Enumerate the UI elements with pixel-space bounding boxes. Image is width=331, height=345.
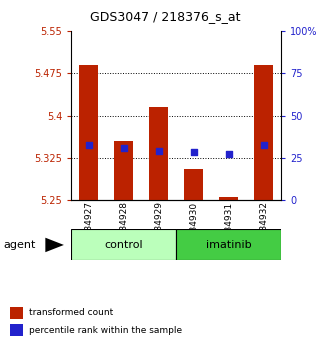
Point xyxy=(261,142,266,148)
Point xyxy=(86,142,91,148)
Bar xyxy=(10,324,23,336)
Point xyxy=(121,146,126,151)
Bar xyxy=(254,65,273,200)
Bar xyxy=(114,141,133,200)
Text: agent: agent xyxy=(3,240,36,250)
Bar xyxy=(184,169,204,200)
Bar xyxy=(79,65,98,200)
Text: imatinib: imatinib xyxy=(206,240,252,250)
Text: control: control xyxy=(104,240,143,250)
Point xyxy=(191,149,196,155)
Bar xyxy=(176,229,281,260)
Bar xyxy=(71,229,176,260)
Bar xyxy=(10,307,23,319)
Bar xyxy=(219,197,238,200)
Text: GDS3047 / 218376_s_at: GDS3047 / 218376_s_at xyxy=(90,10,241,23)
Point xyxy=(226,151,231,157)
Polygon shape xyxy=(45,238,64,252)
Bar xyxy=(149,107,168,200)
Text: transformed count: transformed count xyxy=(29,308,114,317)
Text: percentile rank within the sample: percentile rank within the sample xyxy=(29,326,182,335)
Point xyxy=(156,148,162,153)
